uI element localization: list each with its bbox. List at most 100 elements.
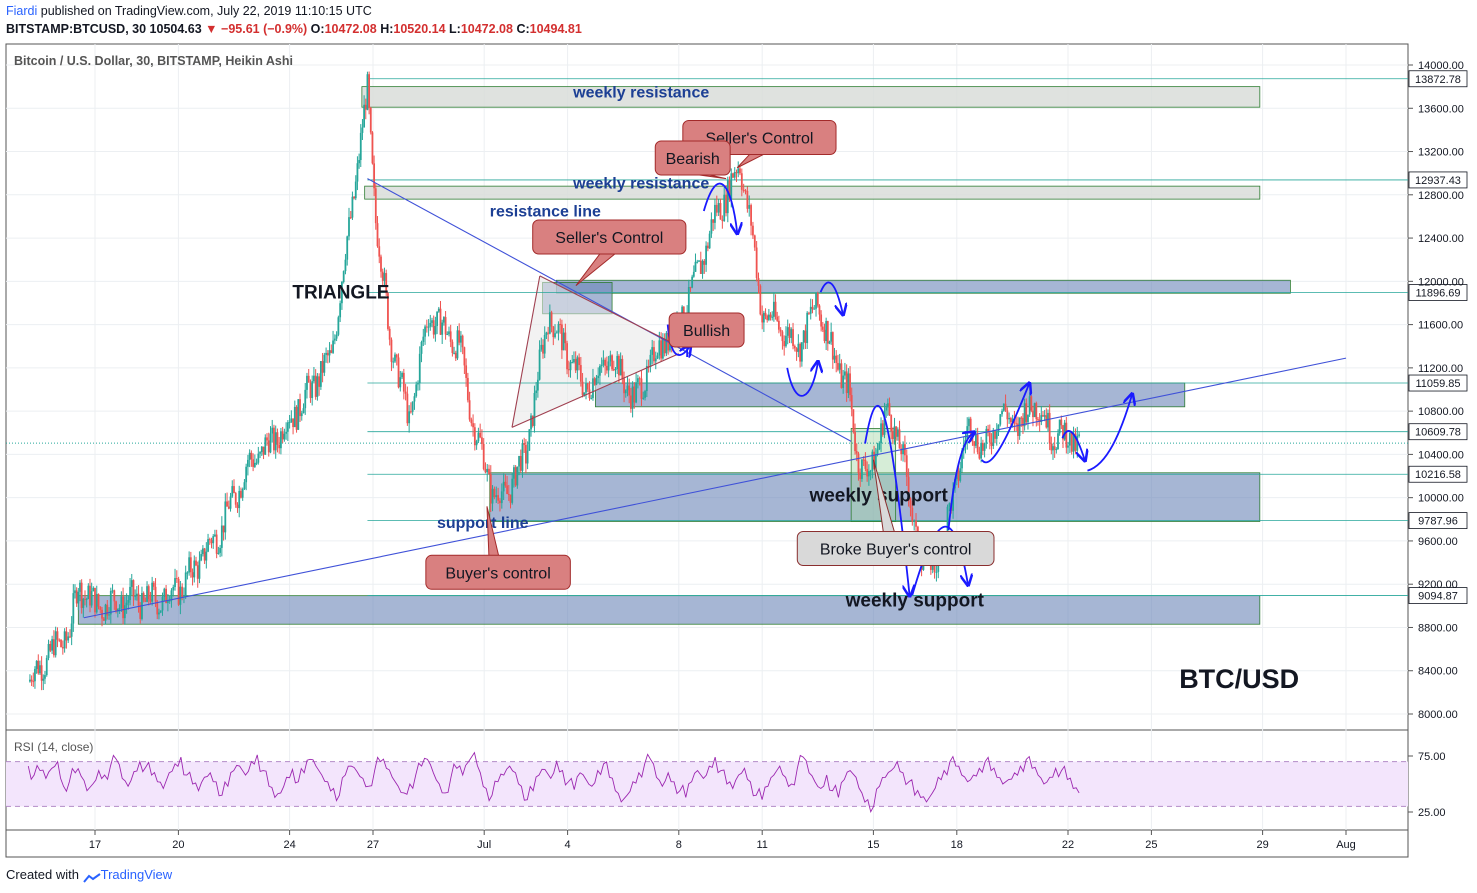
rsi-title: RSI (14, close) xyxy=(14,740,93,754)
callouts: Seller's Control Bearish Seller's Control B… xyxy=(425,119,995,590)
level-tag: 11896.69 xyxy=(1415,288,1460,300)
candle-body xyxy=(381,271,384,281)
candle-body xyxy=(325,352,327,355)
candle-body xyxy=(961,450,963,469)
candle-body xyxy=(238,490,241,509)
chart-label: BTC/USD xyxy=(1179,664,1299,694)
y-tick-label: 12000.00 xyxy=(1418,276,1464,288)
candle-body xyxy=(714,204,716,223)
candle-body xyxy=(896,429,899,437)
candle-body xyxy=(113,590,116,602)
candle-body xyxy=(361,127,364,133)
candle-body xyxy=(147,586,150,600)
candle-body xyxy=(593,378,596,385)
candle-body xyxy=(335,334,338,339)
candle-body xyxy=(599,366,601,376)
candle-body xyxy=(542,344,544,354)
zone-6 xyxy=(77,595,1261,625)
y-tick-label: 9200.00 xyxy=(1418,579,1458,591)
candle-body xyxy=(604,359,607,366)
candle-body xyxy=(278,444,281,449)
candle-body xyxy=(395,354,398,358)
candle-body xyxy=(247,459,249,467)
candle-body xyxy=(222,525,225,533)
candle-body xyxy=(605,365,608,371)
candle-body xyxy=(595,378,598,385)
x-tick-label: 17 xyxy=(89,839,101,851)
candle-body xyxy=(554,333,556,338)
candle-body xyxy=(792,329,794,346)
candle-body xyxy=(196,565,199,579)
candle-body xyxy=(387,293,389,329)
low-value: 10472.08 xyxy=(460,22,513,36)
candle-body xyxy=(262,446,265,455)
candle-body xyxy=(647,365,650,367)
candle-body xyxy=(388,328,391,340)
candle-body xyxy=(283,433,286,440)
candle-body xyxy=(99,606,102,610)
candle-body xyxy=(881,423,884,435)
candle-body xyxy=(234,493,237,505)
candle-body xyxy=(742,189,745,191)
candle-body xyxy=(826,321,829,344)
triangle-area xyxy=(512,275,679,428)
candle-body xyxy=(821,326,824,330)
candle-body xyxy=(108,614,110,616)
candle-body xyxy=(790,329,793,338)
y-tick-label: 14000.00 xyxy=(1418,60,1464,72)
candle-body xyxy=(1045,415,1048,428)
candle-body xyxy=(1028,396,1031,415)
candle-body xyxy=(781,331,784,342)
candle-body xyxy=(307,375,310,383)
candle-body xyxy=(248,452,251,460)
candle-body xyxy=(999,414,1002,425)
candle-body xyxy=(1076,435,1079,451)
candle-body xyxy=(576,357,579,371)
candle-body xyxy=(92,587,95,592)
candle-body xyxy=(401,372,403,378)
author-link[interactable]: Fiardi xyxy=(6,4,38,18)
trend-line-4 xyxy=(511,275,541,428)
candle-body xyxy=(581,381,584,396)
candle-body xyxy=(373,163,376,189)
candle-body xyxy=(212,536,215,544)
candle-body xyxy=(983,443,986,451)
x-tick-label: 4 xyxy=(565,839,571,851)
candle-body xyxy=(635,382,638,403)
candle-body xyxy=(159,610,162,613)
candle-body xyxy=(981,442,984,451)
price-axis[interactable]: 13872.78 12937.43 11896.69 11059.85 10609.78… xyxy=(1408,60,1468,819)
candle-body xyxy=(831,332,834,360)
candle-body xyxy=(267,440,270,453)
rsi-tick-label: 75.00 xyxy=(1418,751,1446,763)
candle-body xyxy=(891,431,894,439)
candle-body xyxy=(629,395,632,409)
candle-body xyxy=(692,271,695,277)
candle-body xyxy=(516,466,519,486)
candle-body xyxy=(274,432,277,451)
candle-body xyxy=(441,322,444,335)
candle-body xyxy=(988,432,991,443)
candle-body xyxy=(600,364,603,367)
zone-7 xyxy=(850,428,897,522)
tradingview-link[interactable]: TradingView xyxy=(100,867,173,882)
candle-body xyxy=(592,378,594,399)
candle-body xyxy=(946,506,949,534)
candle-body xyxy=(201,548,204,555)
candle-body xyxy=(995,431,998,439)
candle-body xyxy=(292,418,294,428)
candle-body xyxy=(499,500,501,504)
candle-body xyxy=(837,362,839,370)
candle-body xyxy=(122,596,124,619)
candle-body xyxy=(448,331,450,335)
level-tag: 10609.78 xyxy=(1415,427,1461,439)
level-tag: 9787.96 xyxy=(1418,516,1458,528)
candle-body xyxy=(578,357,581,366)
candle-body xyxy=(689,287,692,289)
candle-body xyxy=(644,391,646,398)
time-axis[interactable]: 17 20 24 27 Jul 4 8 11 15 18 22 25 29 Aug xyxy=(89,830,1356,851)
candle-body xyxy=(67,636,70,641)
candle-body xyxy=(748,205,751,209)
candle-body xyxy=(226,501,228,507)
